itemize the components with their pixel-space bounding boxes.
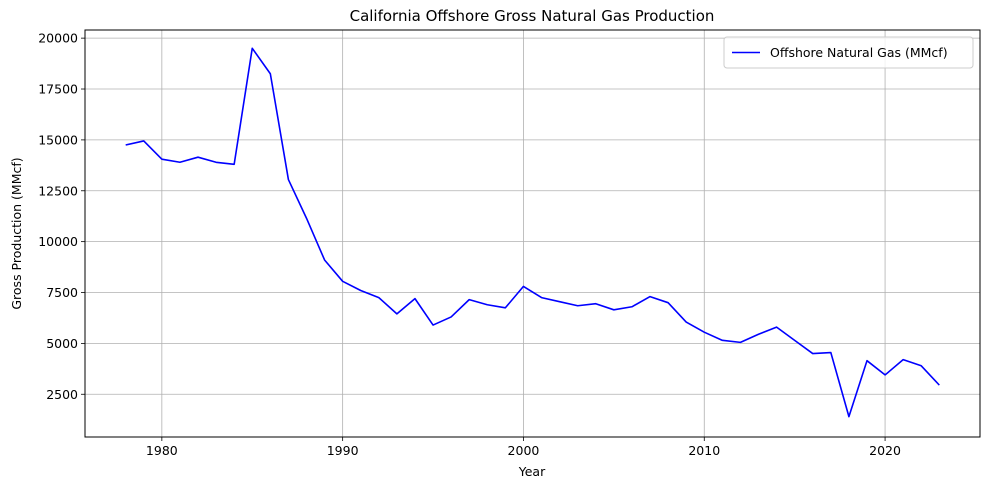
y-tick-label: 2500	[46, 387, 78, 402]
y-tick-label: 7500	[46, 285, 78, 300]
y-axis-title: Gross Production (MMcf)	[9, 157, 24, 309]
legend: Offshore Natural Gas (MMcf)	[723, 36, 974, 69]
plot-frame	[84, 29, 981, 438]
y-tick-label: 15000	[38, 132, 78, 147]
y-tick-label: 10000	[38, 234, 78, 249]
legend-label: Offshore Natural Gas (MMcf)	[770, 45, 948, 60]
x-tick-label: 1990	[327, 443, 359, 458]
series-line	[125, 47, 940, 418]
y-tick-label: 20000	[38, 31, 78, 46]
y-tick-label: 17500	[38, 82, 78, 97]
x-tick-label: 2020	[869, 443, 901, 458]
x-tick-label: 2000	[508, 443, 540, 458]
chart-title: California Offshore Gross Natural Gas Pr…	[350, 7, 715, 25]
x-tick-label: 1980	[146, 443, 178, 458]
y-tick-label: 5000	[46, 336, 78, 351]
axis-ticks: 1980 1990 2000 2010 2020 2500 5000 7500 10000 125…	[38, 31, 901, 458]
series-lines	[125, 47, 940, 418]
x-axis-title: Year	[518, 464, 546, 479]
y-tick-label: 12500	[38, 183, 78, 198]
x-tick-label: 2010	[688, 443, 720, 458]
legend-box	[723, 36, 974, 69]
